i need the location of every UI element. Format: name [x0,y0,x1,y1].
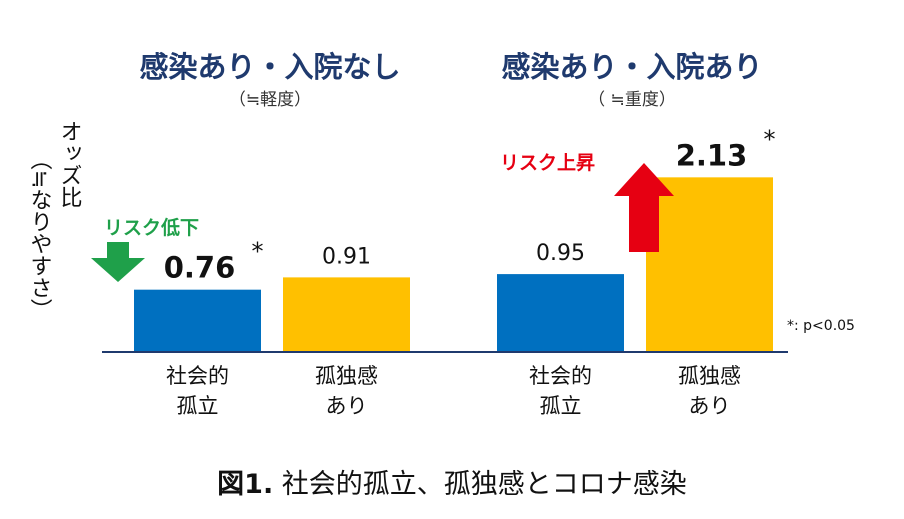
category-label-line1-g1-0: 社会的 [529,364,592,388]
bar-value-label-g1-1: 2.13 [676,138,748,172]
category-label-line2-g1-1: あり [689,394,731,418]
y-axis-label-line1: オッズ比 [57,120,82,208]
category-label-line2-g1-0: 孤立 [540,394,582,418]
bar-g0-0 [134,289,261,352]
category-label-line2-g0-0: 孤立 [177,394,219,418]
figure-caption-text: 社会的孤立、孤独感とコロナ感染 [273,469,687,500]
group-title-severe: 感染あり・入院あり [501,50,762,84]
significance-note: *: p<0.05 [787,318,855,334]
risk-down-arrow-icon [91,242,145,282]
bar-g0-1 [283,277,410,352]
category-label-line2-g0-1: あり [326,394,368,418]
group-subtitle-mild: （≒軽度） [229,90,311,110]
bar-value-label-g0-1: 0.91 [322,244,371,269]
group-subtitle-severe: （ ≒重度） [588,90,676,110]
bar-value-label-g1-0: 0.95 [536,241,585,266]
figure-caption-number: 図1. [217,469,273,500]
category-label-line1-g1-1: 孤独感 [678,364,741,388]
risk-down-label: リスク低下 [104,216,199,239]
category-label-line1-g0-1: 孤独感 [315,364,378,388]
bar-g1-1 [646,177,773,352]
significance-star-g0-0: * [252,238,264,266]
category-label-line1-g0-0: 社会的 [166,364,229,388]
y-axis-label-line2: （≒なりやすさ） [27,148,53,320]
bar-g1-0 [497,274,624,352]
group-title-mild: 感染あり・入院なし [139,50,400,84]
risk-up-arrow-icon [614,163,674,252]
bar-value-label-g0-0: 0.76 [164,251,236,285]
figure-caption: 図1. 社会的孤立、孤独感とコロナ感染 [217,469,687,500]
risk-up-label: リスク上昇 [500,152,595,174]
significance-star-g1-1: * [764,125,776,153]
